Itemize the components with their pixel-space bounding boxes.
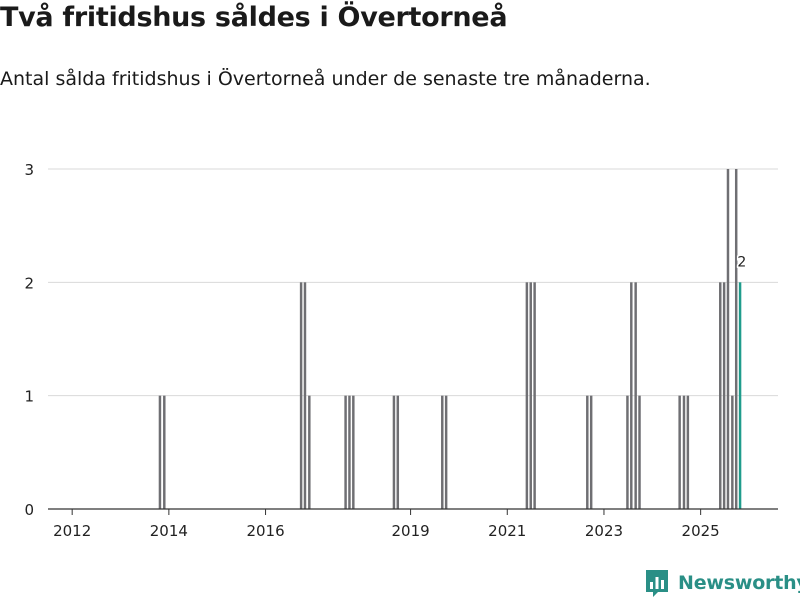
newsworthy-logo[interactable]: Newsworthy [644, 568, 800, 598]
bar [533, 282, 536, 509]
bar [392, 395, 396, 509]
x-tick-label: 2012 [53, 522, 91, 540]
bar [586, 395, 589, 509]
x-tick-label: 2023 [585, 522, 623, 540]
bar [303, 282, 307, 509]
bar [441, 395, 444, 509]
bar [589, 395, 593, 509]
chart-title: Två fritidshus såldes i Övertorneå [0, 2, 508, 33]
bar [348, 395, 351, 509]
bar [719, 282, 722, 509]
x-tick-label: 2014 [150, 522, 188, 540]
bar [731, 395, 734, 509]
bar [158, 395, 162, 509]
brand-name: Newsworthy [678, 572, 800, 594]
bar [638, 395, 641, 509]
newsworthy-chart-logo-icon [646, 570, 668, 597]
x-tick-label: 2021 [488, 522, 526, 540]
y-tick-label: 0 [24, 501, 34, 519]
bar [630, 282, 633, 509]
bar [678, 395, 681, 509]
bar [682, 395, 686, 509]
highlight-value-label: 2 [737, 254, 746, 270]
y-tick-label: 1 [24, 388, 34, 406]
bar [722, 282, 726, 509]
bar [634, 282, 637, 509]
chart-subtitle: Antal sålda fritidshus i Övertorneå unde… [0, 68, 651, 90]
bar [299, 282, 303, 509]
bar [444, 395, 448, 509]
y-tick-label: 3 [24, 161, 34, 179]
bar [344, 395, 347, 509]
bar [529, 282, 532, 509]
highlight-bar [738, 282, 742, 509]
bar [352, 395, 355, 509]
bar [626, 395, 629, 509]
bar [726, 169, 730, 509]
bar [686, 395, 690, 509]
bar [734, 169, 738, 509]
bar [525, 282, 529, 509]
y-tick-label: 2 [24, 274, 34, 292]
x-tick-label: 2025 [682, 522, 720, 540]
bar [163, 395, 166, 509]
x-tick-label: 2016 [246, 522, 284, 540]
bar [308, 395, 311, 509]
bar [396, 395, 400, 509]
x-tick-label: 2019 [391, 522, 429, 540]
